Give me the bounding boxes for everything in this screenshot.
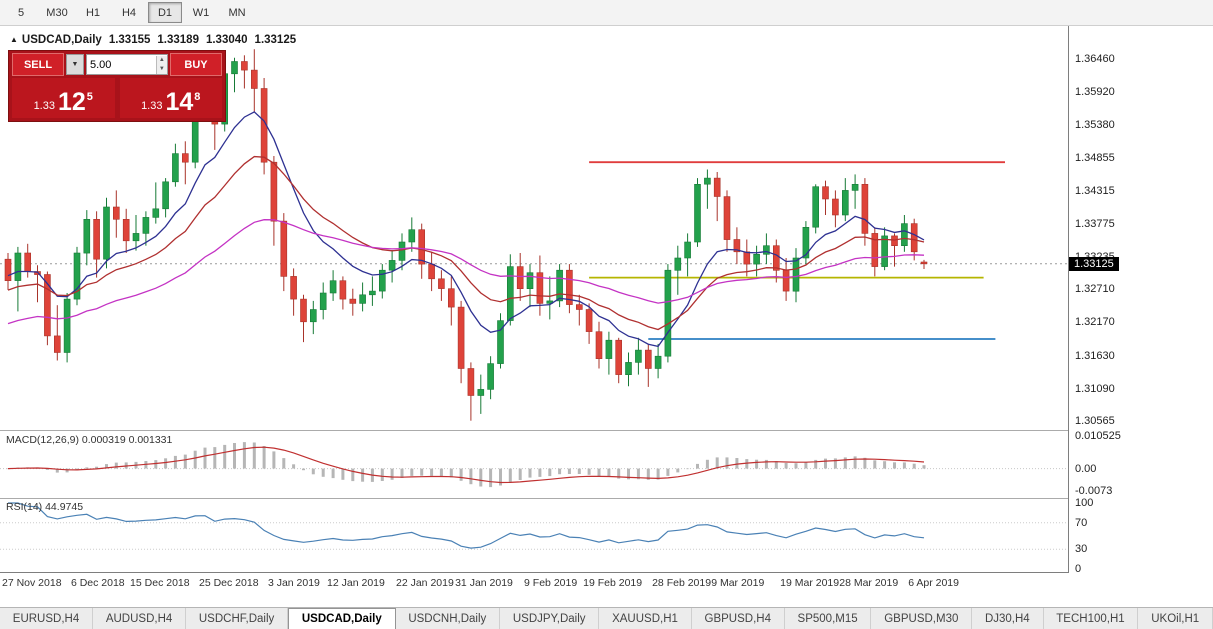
ohlc-high: 1.33189 — [157, 34, 199, 46]
price-axis-label: 1.32710 — [1075, 283, 1115, 296]
chart-tab-xauusd-h1[interactable]: XAUUSD,H1 — [599, 608, 692, 629]
sell-button[interactable]: SELL — [12, 53, 64, 76]
chart-tab-dj30-h4[interactable]: DJ30,H4 — [972, 608, 1044, 629]
buy-button[interactable]: BUY — [170, 53, 222, 76]
timeframe-button-mn[interactable]: MN — [228, 6, 246, 19]
rsi-title: RSI(14) 44.9745 — [6, 501, 84, 513]
timeframe-button-d1[interactable]: D1 — [148, 2, 182, 23]
price-axis-label: 1.35380 — [1075, 119, 1115, 132]
time-axis-label: 15 Dec 2018 — [130, 577, 190, 589]
time-axis-line — [0, 572, 1130, 573]
time-axis-label: 25 Dec 2018 — [199, 577, 259, 589]
timeframe-button-5[interactable]: 5 — [17, 6, 25, 19]
price-axis-label: 1.34855 — [1075, 151, 1115, 164]
macd-title: MACD(12,26,9) 0.000319 0.001331 — [6, 434, 173, 446]
chart-tab-usdcnh-daily[interactable]: USDCNH,Daily — [396, 608, 501, 629]
chart-tab-bar: EURUSD,H4 AUDUSD,H4 USDCHF,Daily USDCAD,Dai… — [0, 607, 1213, 629]
timeframe-button-h1[interactable]: H1 — [85, 6, 101, 19]
macd-axis-label: 0.010525 — [1075, 429, 1121, 442]
trade-dropdown-button[interactable]: ▼ — [66, 54, 84, 75]
chart-tab-gbpusd-m30[interactable]: GBPUSD,M30 — [871, 608, 973, 629]
time-axis-label: 9 Mar 2019 — [711, 577, 765, 589]
buy-price-display[interactable]: 1.33 14 8 — [119, 78, 222, 118]
ohlc-open: 1.33155 — [108, 34, 151, 46]
sell-price-pip-digit: 5 — [86, 91, 93, 103]
price-axis-label: 1.34315 — [1075, 184, 1115, 197]
sell-price-big-digits: 12 — [57, 88, 86, 116]
chevron-down-icon: ▼ — [71, 61, 79, 68]
rsi-axis-label: 100 — [1075, 497, 1094, 509]
time-axis-label: 9 Feb 2019 — [524, 577, 578, 589]
chart-tab-gbpusd-h4[interactable]: GBPUSD,H4 — [692, 608, 785, 629]
buy-price-pip-digit: 8 — [194, 91, 201, 103]
symbol-label: USDCAD,Daily — [21, 34, 102, 46]
price-axis-label: 1.31090 — [1075, 382, 1115, 395]
price-axis-line — [1068, 26, 1069, 573]
chart-tab-usdchf-daily[interactable]: USDCHF,Daily — [186, 608, 289, 629]
macd-axis-label: 0.00 — [1075, 462, 1097, 475]
time-axis-label: 28 Mar 2019 — [839, 577, 899, 589]
chart-tab-audusd-h4[interactable]: AUDUSD,H4 — [93, 608, 187, 629]
collapse-triangle-icon[interactable]: ▲ — [10, 35, 18, 44]
price-axis[interactable]: 1.36460 1.35920 1.35380 1.34855 1.34315 1.337… — [1069, 26, 1213, 575]
time-axis-label: 3 Jan 2019 — [267, 577, 320, 589]
chart-tab-usdcad-daily[interactable]: USDCAD,Daily — [288, 608, 396, 629]
price-axis-label: 1.33775 — [1075, 217, 1115, 230]
chart-tab-tech100-h1[interactable]: TECH100,H1 — [1044, 608, 1139, 629]
rsi-panel-separator[interactable] — [0, 498, 1130, 499]
price-axis-label: 1.35920 — [1075, 86, 1115, 99]
chart-plot-area[interactable] — [0, 26, 1068, 574]
time-axis[interactable]: 27 Nov 2018 6 Dec 2018 15 Dec 2018 25 Dec 2… — [0, 575, 1068, 595]
ohlc-low: 1.33040 — [205, 34, 248, 46]
chart-tab-usdjpy-daily[interactable]: USDJPY,Daily — [500, 608, 600, 629]
volume-stepper: ▲ ▼ — [155, 55, 167, 74]
price-axis-label: 1.36460 — [1075, 53, 1115, 65]
current-price-badge: 1.33125 — [1069, 256, 1119, 271]
time-axis-label: 19 Mar 2019 — [780, 577, 840, 589]
ohlc-close: 1.33125 — [254, 34, 297, 46]
time-axis-label: 31 Jan 2019 — [455, 577, 513, 589]
chart-tab-eurusd-h4[interactable]: EURUSD,H4 — [0, 608, 94, 629]
macd-axis-label: -0.0073 — [1075, 485, 1113, 498]
volume-increase-button[interactable]: ▲ — [156, 55, 167, 65]
rsi-axis-label: 30 — [1075, 543, 1088, 556]
buy-price-big-digits: 14 — [165, 88, 194, 116]
chart-tab-ukoil-h1[interactable]: UKOil,H1 — [1138, 608, 1213, 629]
time-axis-label: 6 Dec 2018 — [70, 577, 125, 589]
price-axis-label: 1.30565 — [1075, 415, 1115, 427]
timeframe-button-h4[interactable]: H4 — [121, 6, 137, 19]
time-axis-label: 28 Feb 2019 — [652, 577, 712, 589]
price-axis-label: 1.31630 — [1075, 349, 1115, 362]
timeframe-button-w1[interactable]: W1 — [192, 6, 210, 19]
one-click-trading-panel: SELL ▼ ▲ ▼ BUY 1.33 12 5 1.33 14 8 — [8, 50, 226, 122]
sell-price-prefix: 1.33 — [33, 100, 55, 112]
timeframe-toolbar: 5 M30 H1 H4 D1 W1 MN — [0, 0, 1213, 26]
buy-price-prefix: 1.33 — [141, 100, 163, 112]
price-axis-label: 1.32170 — [1075, 316, 1115, 329]
macd-panel-separator[interactable] — [0, 430, 1130, 431]
rsi-axis-label: 0 — [1075, 563, 1082, 575]
time-axis-label: 19 Feb 2019 — [583, 577, 643, 589]
time-axis-label: 12 Jan 2019 — [327, 577, 385, 589]
time-axis-label: 6 Apr 2019 — [908, 577, 959, 589]
sell-price-display[interactable]: 1.33 12 5 — [12, 78, 115, 118]
timeframe-button-m30[interactable]: M30 — [46, 6, 68, 19]
rsi-axis-label: 70 — [1075, 516, 1088, 529]
time-axis-label: 22 Jan 2019 — [396, 577, 454, 589]
chart-tab-sp500-m15[interactable]: SP500,M15 — [785, 608, 872, 629]
volume-decrease-button[interactable]: ▼ — [156, 64, 167, 74]
time-axis-label: 27 Nov 2018 — [2, 577, 62, 589]
volume-input[interactable] — [87, 57, 156, 72]
chart-symbol-header: ▲ USDCAD,Daily 1.33155 1.33189 1.33040 1.3312… — [10, 34, 303, 46]
